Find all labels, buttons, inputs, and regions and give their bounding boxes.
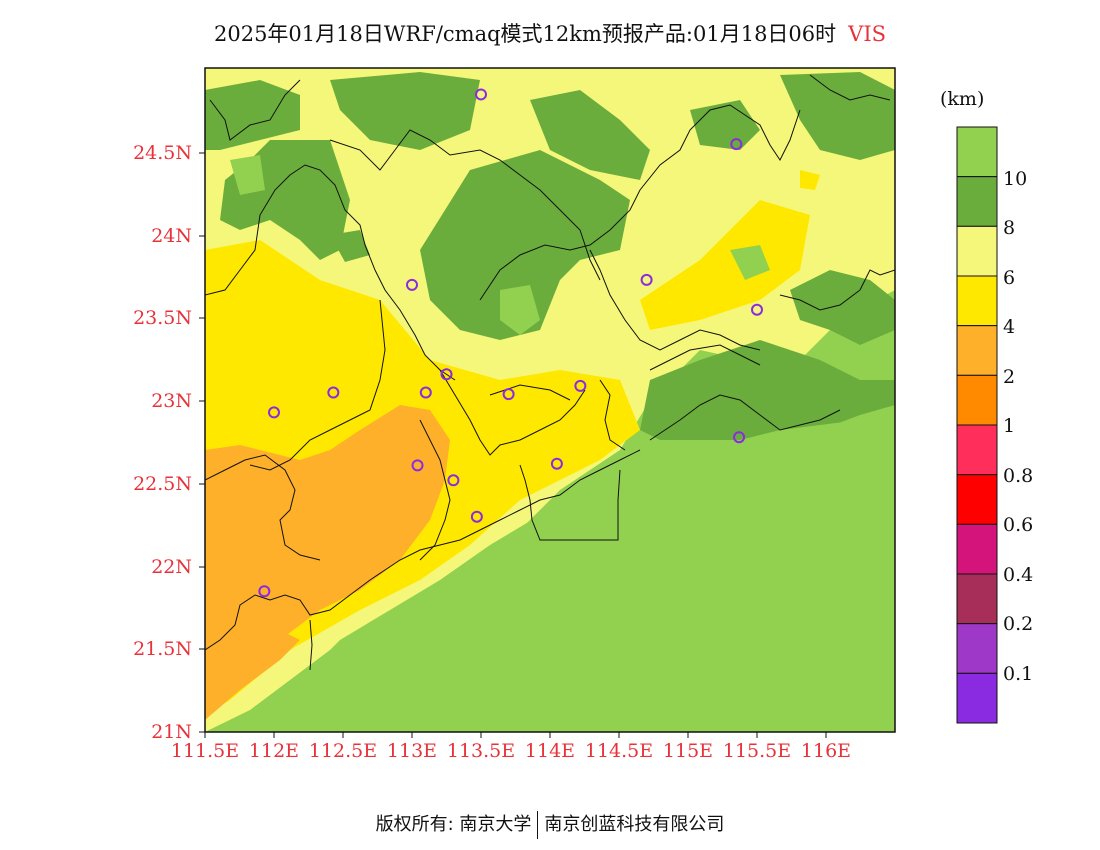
- colorbar-swatch: [956, 424, 998, 476]
- lat-tick-label: 24N: [151, 225, 192, 247]
- lon-tick-label: 112E: [248, 740, 300, 762]
- lon-tick-label: 112.5E: [308, 740, 378, 762]
- colorbar-swatch: [956, 474, 998, 525]
- station-marker: [419, 386, 432, 399]
- colorbar-label: 2: [1003, 366, 1016, 388]
- colorbar-swatch: [956, 225, 998, 277]
- lat-tick-marks: [199, 152, 205, 733]
- station-marker: [440, 368, 453, 381]
- copyright-footer: 版权所有: 南京大学 南京创蓝科技有限公司: [0, 810, 1100, 839]
- lon-tick-label: 111.5E: [170, 740, 240, 762]
- station-markers: [258, 88, 763, 598]
- lon-tick-label: 115E: [662, 740, 714, 762]
- lat-tick-label: 21.5N: [133, 638, 192, 660]
- colorbar-label: 1: [1003, 415, 1016, 437]
- colorbar-label: 0.1: [1003, 663, 1034, 685]
- station-marker: [733, 431, 746, 444]
- station-marker: [550, 457, 563, 470]
- station-marker: [447, 474, 460, 487]
- colorbar-label: 0.8: [1003, 465, 1034, 487]
- variable-name: VIS: [848, 22, 887, 46]
- lon-tick-label: 113.5E: [446, 740, 516, 762]
- station-marker: [574, 379, 587, 392]
- lon-tick-label: 113E: [386, 740, 438, 762]
- station-marker: [470, 510, 483, 523]
- station-marker: [502, 388, 515, 401]
- lon-tick-label: 114E: [524, 740, 576, 762]
- colorbar-label: 6: [1003, 267, 1016, 289]
- colorbar-swatch: [956, 573, 998, 625]
- station-marker: [258, 585, 271, 598]
- lat-tick-label: 24.5N: [133, 142, 192, 164]
- colorbar-swatch: [956, 374, 998, 426]
- title-text: 2025年01月18日WRF/cmaq模式12km预报产品:01月18日06时: [213, 22, 837, 46]
- copyright-right: 南京创蓝科技有限公司: [544, 814, 725, 835]
- boundary-lines: [205, 74, 895, 671]
- colorbar-label: 0.2: [1003, 613, 1034, 635]
- colorbar-label: 10: [1003, 168, 1028, 190]
- station-marker: [751, 303, 763, 316]
- lat-tick-label: 23N: [151, 390, 192, 412]
- copyright-left: 版权所有: 南京大学: [375, 814, 532, 835]
- colorbar-unit: (km): [940, 88, 985, 110]
- station-marker: [327, 386, 340, 399]
- colorbar-swatch: [956, 672, 998, 724]
- lat-tick-label: 22.5N: [133, 473, 192, 495]
- colorbar-label: 8: [1003, 217, 1016, 239]
- colorbar-label: 0.4: [1003, 564, 1034, 586]
- colorbar-swatch: [956, 126, 998, 178]
- colorbar-swatch: [956, 176, 998, 227]
- lat-tick-label: 21N: [151, 721, 192, 743]
- station-marker: [268, 406, 280, 419]
- station-marker: [730, 138, 743, 151]
- station-marker: [475, 88, 487, 101]
- lat-tick-label: 23.5N: [133, 307, 192, 329]
- lon-tick-label: 115.5E: [722, 740, 792, 762]
- colorbar-swatch: [956, 275, 998, 327]
- lon-tick-label: 116E: [800, 740, 852, 762]
- map-title: 2025年01月18日WRF/cmaq模式12km预报产品:01月18日06时 V…: [0, 18, 1100, 48]
- colorbar-label: 0.6: [1003, 514, 1034, 536]
- colorbar-swatch: [956, 325, 998, 376]
- colorbar-swatch: [956, 523, 998, 575]
- footer-separator: [537, 811, 539, 839]
- colorbar-swatch: [956, 623, 998, 674]
- lon-tick-label: 114.5E: [584, 740, 654, 762]
- visibility-field: [205, 68, 895, 732]
- lat-tick-label: 22N: [151, 556, 192, 578]
- colorbar: [956, 126, 998, 724]
- colorbar-label: 4: [1003, 316, 1016, 338]
- lon-tick-marks: [204, 732, 827, 738]
- station-marker: [411, 459, 424, 472]
- station-marker: [640, 273, 653, 286]
- station-marker: [406, 278, 418, 291]
